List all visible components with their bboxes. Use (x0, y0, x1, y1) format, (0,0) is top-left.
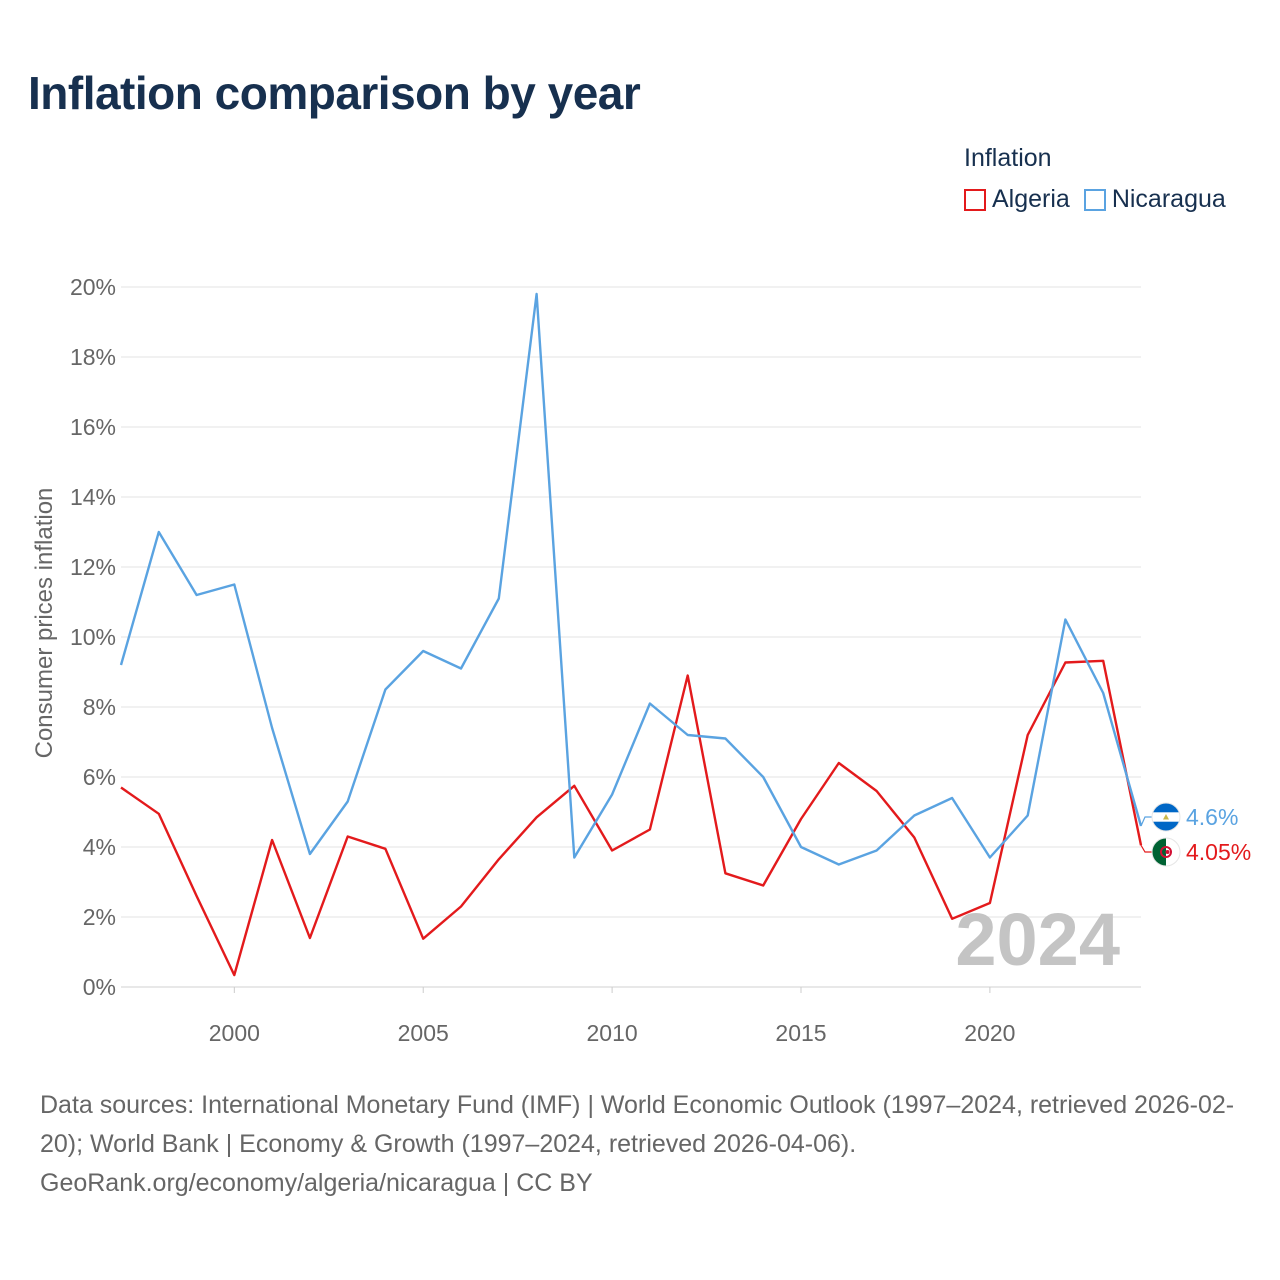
end-connector-algeria (1140, 844, 1152, 853)
y-tick-label: 6% (83, 764, 116, 790)
flag-icon-nicaragua (1151, 802, 1181, 832)
y-tick-label: 10% (70, 624, 116, 650)
x-tick-label: 2000 (209, 1020, 260, 1046)
x-tick-label: 2020 (964, 1020, 1015, 1046)
legend-item-nicaragua[interactable]: Nicaragua (1083, 185, 1226, 214)
series-line-algeria (120, 659, 1143, 977)
y-tick-label: 16% (70, 414, 116, 440)
y-tick-label: 0% (83, 974, 116, 1000)
y-axis-label: Consumer prices inflation (31, 488, 58, 759)
source-link[interactable]: GeoRank.org/economy/algeria/nicaragua | … (40, 1169, 593, 1197)
y-tick-label: 20% (70, 274, 116, 300)
y-tick-label: 4% (83, 834, 116, 860)
chart-title: Inflation comparison by year (28, 67, 641, 119)
inflation-line-chart: 0% 2% 4% 6% 8% 10% 12% 14% 16% 18% 20% 2000 2005 201… (31, 274, 1251, 1046)
x-tick-label: 2005 (398, 1020, 449, 1046)
legend-swatch-algeria (964, 188, 986, 211)
y-tick-label: 14% (70, 484, 116, 510)
legend-title: Inflation (964, 144, 1052, 172)
y-axis-ticks: 0% 2% 4% 6% 8% 10% 12% 14% 16% 18% 20% (70, 274, 116, 1000)
series-line-nicaragua (119, 292, 1143, 866)
legend-label-algeria: Algeria (992, 185, 1070, 213)
year-watermark: 2024 (955, 898, 1120, 981)
x-axis-ticks: 2000 2005 2010 2015 2020 (209, 987, 1015, 1046)
legend-label-nicaragua: Nicaragua (1111, 185, 1226, 213)
footer: Data sources: International Monetary Fun… (40, 1086, 1245, 1203)
y-tick-label: 12% (70, 554, 116, 580)
legend-swatch-nicaragua (1083, 188, 1106, 211)
grid-lines (121, 286, 1141, 988)
y-tick-label: 8% (83, 694, 116, 720)
legend-item-algeria[interactable]: Algeria (964, 185, 1070, 214)
x-tick-label: 2015 (775, 1020, 826, 1046)
end-labels: 4.05% 4.6% (1140, 802, 1251, 867)
legend: Algeria Nicaragua (964, 185, 1226, 214)
end-connector-nicaragua (1140, 816, 1152, 827)
data-sources: Data sources: International Monetary Fun… (40, 1091, 1235, 1158)
end-value-label-algeria: 4.05% (1186, 839, 1251, 865)
end-value-label-nicaragua: 4.6% (1186, 804, 1238, 830)
series-lines (119, 292, 1143, 977)
y-tick-label: 2% (83, 904, 116, 930)
flag-icon-algeria (1151, 837, 1181, 867)
x-tick-label: 2010 (587, 1020, 638, 1046)
y-tick-label: 18% (70, 344, 116, 370)
